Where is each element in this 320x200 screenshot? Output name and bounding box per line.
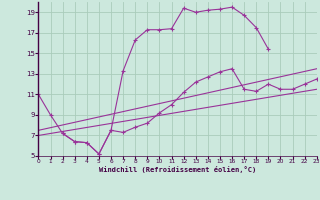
X-axis label: Windchill (Refroidissement éolien,°C): Windchill (Refroidissement éolien,°C) — [99, 166, 256, 173]
